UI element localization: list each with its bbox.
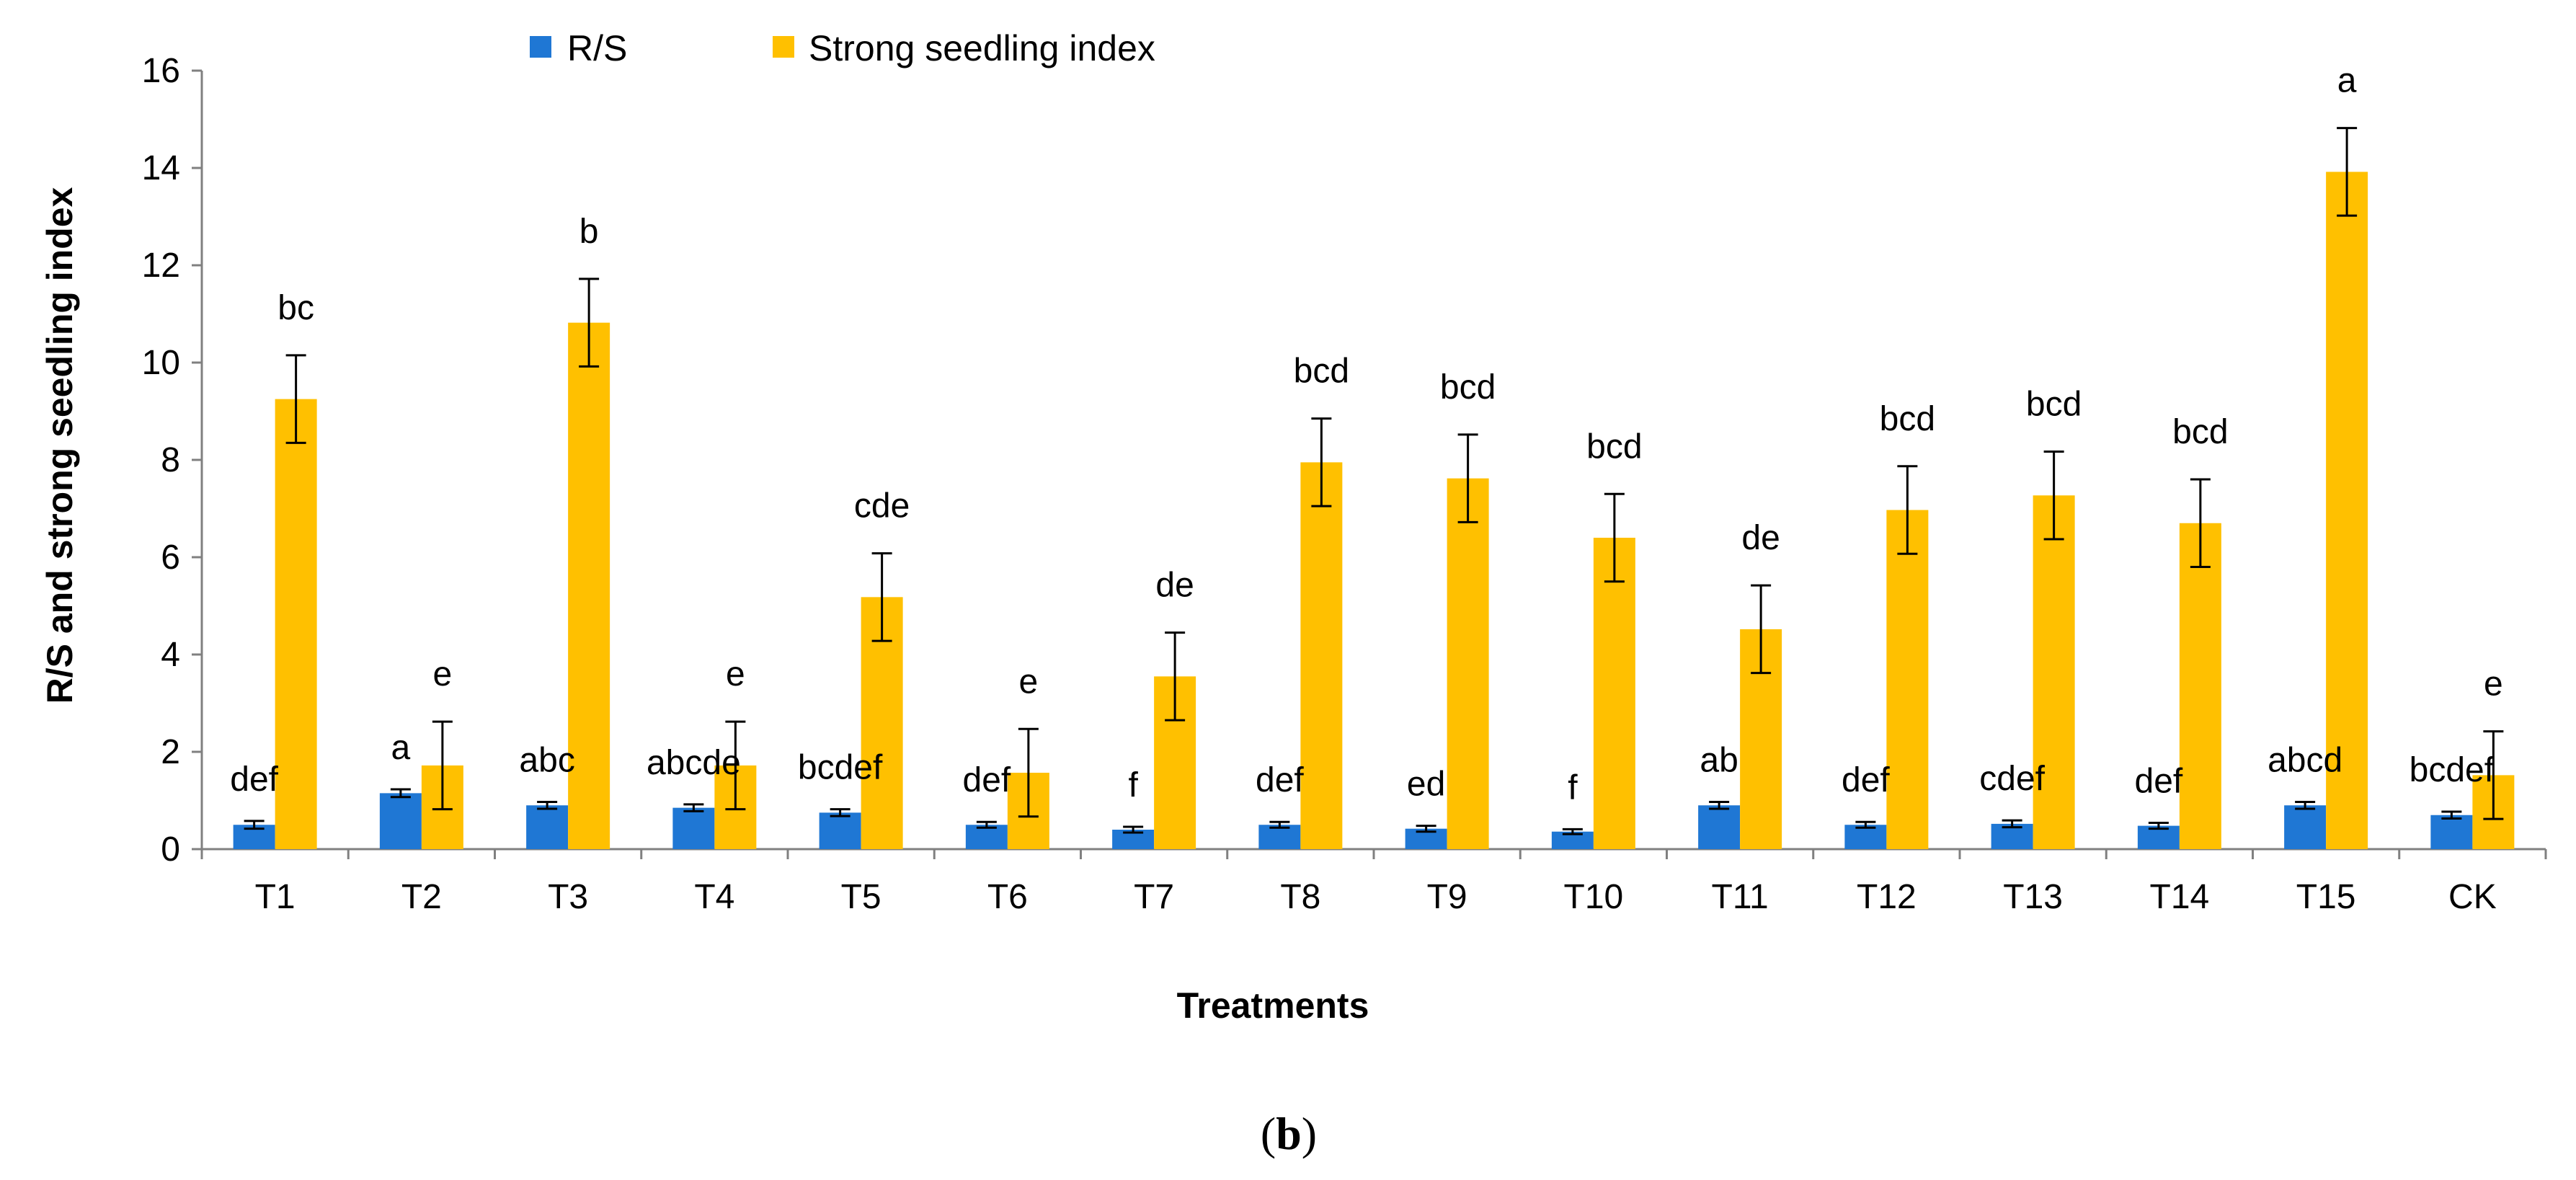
y-tick-label: 6 <box>161 538 180 577</box>
y-tick-label: 10 <box>142 344 180 382</box>
bar-strong-seedling-index-t8 <box>1300 462 1343 849</box>
significance-label-strong-seedling-index-t5: cde <box>854 487 910 525</box>
legend-label-strong-seedling-index: Strong seedling index <box>809 28 1155 68</box>
x-tick-label-t14: T14 <box>2150 878 2210 916</box>
y-tick-label: 4 <box>161 636 180 674</box>
x-tick-label-t9: T9 <box>1427 878 1467 916</box>
significance-label-strong-seedling-index-t14: bcd <box>2172 413 2228 451</box>
significance-label-r-s-ck: bcdef <box>2410 751 2495 789</box>
significance-label-r-s-t11: ab <box>1700 742 1738 780</box>
y-tick-label: 8 <box>161 441 180 479</box>
bar-r-s-t6 <box>965 825 1008 849</box>
x-tick-label-t3: T3 <box>548 878 588 916</box>
y-tick-label: 16 <box>142 52 180 90</box>
significance-label-strong-seedling-index-t2: e <box>433 655 453 693</box>
x-axis: T1 T2 T3 T4 T5 T6 T7 T8 T9 T10 T11 T12 T13 T14 T15 CK <box>200 848 2547 916</box>
bar-strong-seedling-index-t15 <box>2326 172 2368 849</box>
significance-label-r-s-t13: cdef <box>1979 760 2045 798</box>
legend-swatch-strong-seedling-index <box>773 36 794 58</box>
bar-strong-seedling-index-t10 <box>1593 538 1635 849</box>
significance-label-strong-seedling-index-t3: b <box>579 213 599 251</box>
y-tick-label: 2 <box>161 733 180 771</box>
bar-strong-seedling-index-t14 <box>2179 523 2221 849</box>
x-tick-label-t15: T15 <box>2296 878 2356 916</box>
bar-strong-seedling-index-t3 <box>568 322 610 849</box>
significance-label-strong-seedling-index-t13: bcd <box>2026 386 2082 424</box>
x-tick-label-t12: T12 <box>1857 878 1917 916</box>
panel-label-letter: b <box>1276 1108 1302 1159</box>
significance-label-r-s-t9: ed <box>1407 766 1445 804</box>
significance-label-r-s-t12: def <box>1842 761 1890 799</box>
bar-strong-seedling-index-t1 <box>275 399 317 849</box>
y-axis-title: R/S and strong seedling index <box>40 187 80 704</box>
y-tick-label: 14 <box>142 149 180 187</box>
significance-label-r-s-t1: def <box>230 760 278 799</box>
significance-label-r-s-t10: f <box>1568 768 1578 807</box>
significance-label-strong-seedling-index-ck: e <box>2484 665 2503 704</box>
x-axis-title: Treatments <box>1177 985 1369 1026</box>
bars <box>233 172 2515 849</box>
significance-label-strong-seedling-index-t6: e <box>1019 662 1039 701</box>
panel-label: (b) <box>1261 1108 1317 1159</box>
bar-strong-seedling-index-t9 <box>1447 478 1489 849</box>
x-tick-label-t10: T10 <box>1564 878 1624 916</box>
x-tick-label-t7: T7 <box>1134 878 1174 916</box>
significance-label-r-s-t8: def <box>1256 761 1304 799</box>
x-tick-label-t13: T13 <box>2003 878 2063 916</box>
legend: R/S Strong seedling index <box>530 28 1155 68</box>
significance-label-r-s-t3: abc <box>519 742 574 780</box>
x-tick-label-t11: T11 <box>1712 878 1769 916</box>
bar-strong-seedling-index-t12 <box>1886 510 1929 849</box>
legend-swatch-rs <box>530 36 551 58</box>
x-tick-label-ck: CK <box>2448 878 2497 916</box>
x-tick-label-t4: T4 <box>694 878 734 916</box>
significance-label-strong-seedling-index-t4: e <box>726 655 745 693</box>
y-tick-label: 0 <box>161 830 180 869</box>
significance-label-r-s-t4: abcde <box>647 744 741 782</box>
significance-label-strong-seedling-index-t15: a <box>2337 62 2357 100</box>
bar-r-s-t15 <box>2284 805 2327 849</box>
significance-label-r-s-t6: def <box>963 761 1011 799</box>
x-tick-label-t6: T6 <box>987 878 1028 916</box>
significance-label-strong-seedling-index-t12: bcd <box>1880 400 1935 438</box>
significance-label-strong-seedling-index-t7: de <box>1155 567 1194 605</box>
x-tick-label-t1: T1 <box>255 878 296 916</box>
significance-label-strong-seedling-index-t10: bcd <box>1586 427 1642 466</box>
bar-r-s-t4 <box>672 807 715 849</box>
x-tick-label-t5: T5 <box>841 878 881 916</box>
significance-label-strong-seedling-index-t8: bcd <box>1294 352 1349 391</box>
bar-r-s-t2 <box>379 793 422 849</box>
bar-r-s-t3 <box>526 805 569 849</box>
y-tick-label: 12 <box>142 247 180 285</box>
significance-label-r-s-t15: abcd <box>2268 742 2342 780</box>
error-bars <box>244 127 2504 835</box>
legend-label-rs: R/S <box>567 28 627 68</box>
y-axis: 0 2 4 6 8 10 12 14 16 <box>142 52 203 869</box>
bar-strong-seedling-index-t13 <box>2033 495 2075 849</box>
x-tick-label-t2: T2 <box>401 878 442 916</box>
significance-label-strong-seedling-index-t1: bc <box>277 289 314 327</box>
bar-r-s-t5 <box>819 812 861 849</box>
significance-label-strong-seedling-index-t9: bcd <box>1440 368 1496 407</box>
significance-labels: defbcaeabcbabcdeebcdefcdedefefdedefbcded… <box>230 62 2502 807</box>
significance-label-strong-seedling-index-t11: de <box>1741 519 1780 557</box>
bar-r-s-t11 <box>1698 805 1741 849</box>
significance-label-r-s-t5: bcdef <box>798 749 883 787</box>
significance-label-r-s-t14: def <box>2135 763 2183 801</box>
bar-r-s-ck <box>2430 815 2473 849</box>
x-tick-label-t8: T8 <box>1280 878 1320 916</box>
bar-r-s-t8 <box>1258 825 1301 849</box>
significance-label-r-s-t7: f <box>1128 766 1138 804</box>
significance-label-r-s-t2: a <box>391 729 411 767</box>
bar-r-s-t12 <box>1844 825 1887 849</box>
